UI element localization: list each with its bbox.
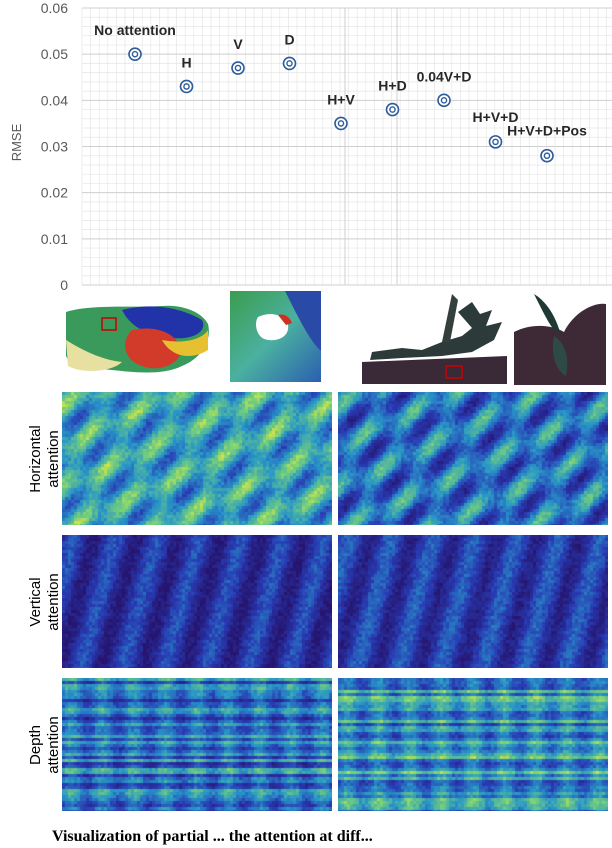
- y-tick-label: 0.01: [41, 231, 68, 247]
- row-label-depth: Depth attention: [27, 695, 63, 795]
- data-point-inner: [543, 152, 551, 160]
- row-label-horizontal: Horizontal attention: [27, 409, 63, 509]
- data-label: H+V+D+Pos: [507, 123, 587, 139]
- data-label: 0.04V+D: [417, 68, 472, 84]
- row-label-line-2: attention: [45, 573, 62, 631]
- y-tick-label: 0.05: [41, 46, 68, 62]
- data-point-inner: [492, 138, 499, 146]
- data-point-inner: [131, 50, 139, 58]
- depth-attention-map-right: [338, 678, 608, 811]
- data-label: D: [284, 31, 294, 47]
- row-label-line-1: Depth: [27, 724, 44, 766]
- data-label: H+V+D: [473, 109, 519, 125]
- depth-map-thumbnail: [62, 300, 212, 380]
- y-tick-label: 0.06: [41, 0, 68, 16]
- data-point-inner: [337, 120, 345, 127]
- y-tick-label: 0.03: [41, 139, 68, 155]
- data-point-inner: [389, 106, 396, 113]
- data-point-inner: [234, 64, 242, 72]
- data-point-inner: [286, 60, 293, 67]
- data-label: H+V: [327, 91, 355, 107]
- vertical-attention-map-right: [338, 535, 608, 668]
- vertical-attention-map-left: [62, 535, 332, 668]
- image-thumbnail: [362, 292, 507, 384]
- row-label-line-2: attention: [45, 430, 62, 488]
- figure-caption: Visualization of partial ... the attenti…: [52, 828, 373, 845]
- data-label: No attention: [94, 22, 176, 38]
- y-axis-label: RMSE: [9, 123, 24, 161]
- row-label-vertical: Vertical attention: [27, 552, 63, 652]
- image-crop-thumbnail: [514, 292, 606, 385]
- data-label: H+D: [378, 78, 406, 94]
- row-label-line-2: attention: [45, 716, 62, 774]
- y-tick-label: 0.02: [41, 185, 68, 201]
- horizontal-attention-map-left: [62, 392, 332, 525]
- depth-map-crop-thumbnail: [230, 291, 321, 382]
- data-label: V: [233, 36, 243, 52]
- row-label-line-1: Vertical: [27, 577, 44, 627]
- data-point-inner: [183, 83, 190, 90]
- horizontal-attention-map-right: [338, 392, 608, 525]
- y-tick-label: 0: [60, 277, 68, 293]
- data-label: H: [181, 54, 191, 70]
- data-point-inner: [440, 97, 448, 104]
- row-label-line-1: Horizontal: [27, 425, 44, 493]
- rmse-scatter-chart: 0 0.01 0.02 0.03 0.04 0.05 0.06 RMSE No attentio…: [9, 0, 612, 293]
- y-tick-label: 0.04: [41, 92, 68, 108]
- depth-attention-map-left: [62, 678, 332, 811]
